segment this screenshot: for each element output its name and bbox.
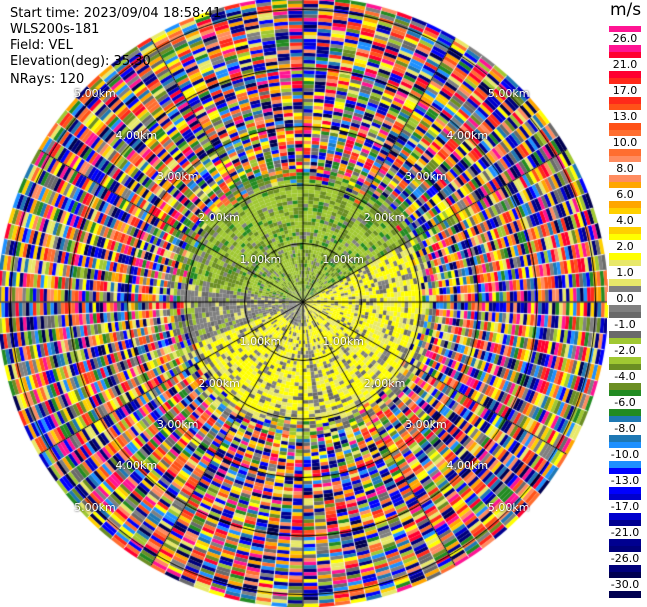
colorbar-tick-label: -4.0	[607, 370, 643, 383]
range-ring-label: 2.00km	[198, 211, 240, 225]
colorbar-tick-label: -2.0	[607, 344, 643, 357]
colorbar-tick-label: -1.0	[607, 318, 643, 331]
range-ring-label: 3.00km	[405, 169, 447, 183]
range-ring-label: 5.00km	[74, 500, 116, 514]
colorbar-tick-label: 8.0	[607, 162, 643, 175]
range-ring-label: 1.00km	[322, 335, 364, 349]
colorbar-tick-label: -17.0	[607, 500, 643, 513]
colorbar-tick-label: 2.0	[607, 240, 643, 253]
colorbar-tick-label: 17.0	[607, 84, 643, 97]
instrument-text: WLS200s-181	[10, 22, 100, 37]
colorbar-tick-label: -10.0	[607, 448, 643, 461]
range-ring-label: 5.00km	[74, 87, 116, 101]
colorbar-tick-label: -21.0	[607, 526, 643, 539]
colorbar-tick-label: 6.0	[607, 188, 643, 201]
colorbar-tick-label: 4.0	[607, 214, 643, 227]
range-ring-label: 4.00km	[115, 128, 158, 142]
range-ring-label: 3.00km	[405, 418, 447, 432]
colorbar-unit: m/s	[610, 0, 642, 20]
start-time-text: Start time: 2023/09/04 18:58:41	[10, 6, 222, 21]
range-ring-label: 5.00km	[487, 500, 530, 514]
colorbar-tick-label: 26.0	[607, 32, 643, 45]
range-ring-label: 3.00km	[156, 169, 199, 183]
range-ring-label: 4.00km	[446, 459, 489, 473]
range-ring-label: 1.00km	[322, 252, 364, 266]
range-ring-label: 2.00km	[363, 376, 406, 390]
field-text: Field: VEL	[10, 38, 73, 53]
range-ring-label: 5.00km	[487, 87, 530, 101]
range-ring-label: 2.00km	[363, 211, 406, 225]
colorbar-tick-label: 0.0	[607, 292, 643, 305]
colorbar-tick-label: 10.0	[607, 136, 643, 149]
range-ring-label: 2.00km	[198, 376, 240, 390]
colorbar-tick-label: 13.0	[607, 110, 643, 123]
colorbar-tick-label: 1.0	[607, 266, 643, 279]
range-ring-label: 1.00km	[239, 335, 282, 349]
range-ring-label: 4.00km	[115, 459, 158, 473]
colorbar-tick-label: -30.0	[607, 578, 643, 591]
colorbar-tick-label: -13.0	[607, 474, 643, 487]
range-ring-label: 3.00km	[156, 418, 199, 432]
elevation-text: Elevation(deg): 35.30	[10, 54, 151, 69]
colorbar-tick-label: -6.0	[607, 396, 643, 409]
colorbar-tick-label: -8.0	[607, 422, 643, 435]
range-ring-label: 1.00km	[239, 252, 282, 266]
colorbar-tick-label: -26.0	[607, 552, 643, 565]
nrays-text: NRays: 120	[10, 72, 85, 87]
range-ring-label: 4.00km	[446, 128, 489, 142]
colorbar-tick-label: 21.0	[607, 58, 643, 71]
